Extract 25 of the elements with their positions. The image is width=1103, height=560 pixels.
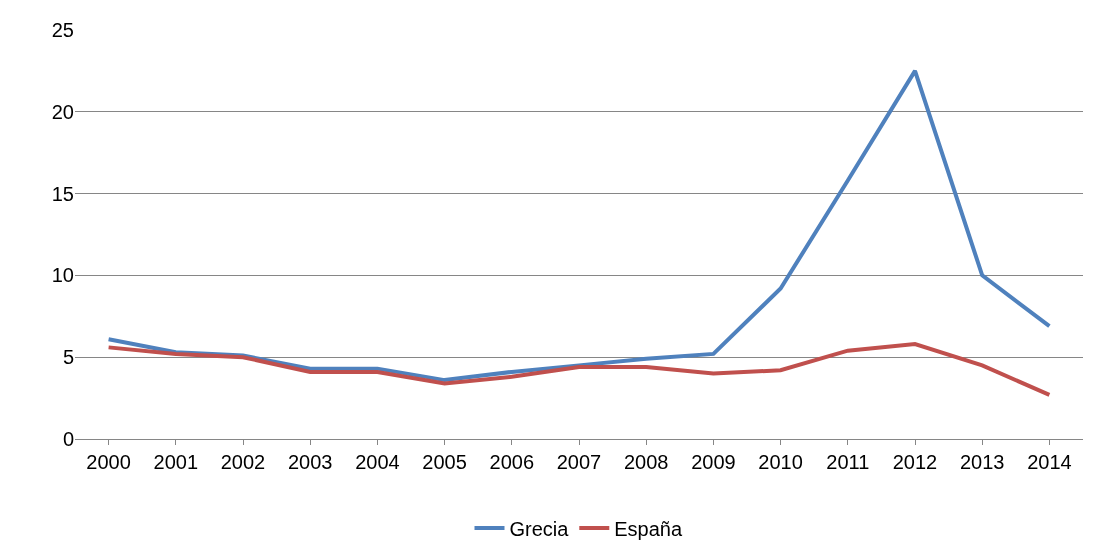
x-tick-label: 2001 [153, 451, 199, 473]
y-tick-label: 20 [51, 100, 74, 123]
x-tick-label: 2010 [758, 451, 803, 473]
y-tick-label: 0 [62, 428, 74, 450]
y-tick-label: 5 [62, 346, 74, 369]
y-tick-label: 15 [51, 182, 74, 205]
legend-label: Grecia [509, 517, 570, 540]
x-tick-label: 2011 [826, 451, 870, 473]
x-tick-label: 2014 [1027, 451, 1072, 473]
x-tick-label: 2004 [355, 451, 400, 473]
line-series [106, 68, 1052, 383]
x-tick-label: 2012 [892, 451, 938, 473]
x-tick-label: 2002 [220, 451, 266, 473]
x-tick-label: 2009 [691, 451, 736, 473]
x-tick-label: 2005 [422, 451, 467, 473]
y-tick-label: 25 [51, 19, 74, 41]
x-tick-label: 2003 [287, 451, 333, 473]
x-tick-label: 2000 [86, 451, 131, 473]
x-tick-label: 2008 [623, 451, 669, 473]
x-tick-label: 2006 [489, 451, 535, 473]
x-tick-label: 2013 [959, 451, 1005, 473]
y-tick-label: 10 [51, 264, 74, 287]
legend-label: España [614, 517, 683, 540]
x-tick-label: 2007 [556, 451, 602, 473]
line-series [106, 342, 1052, 397]
